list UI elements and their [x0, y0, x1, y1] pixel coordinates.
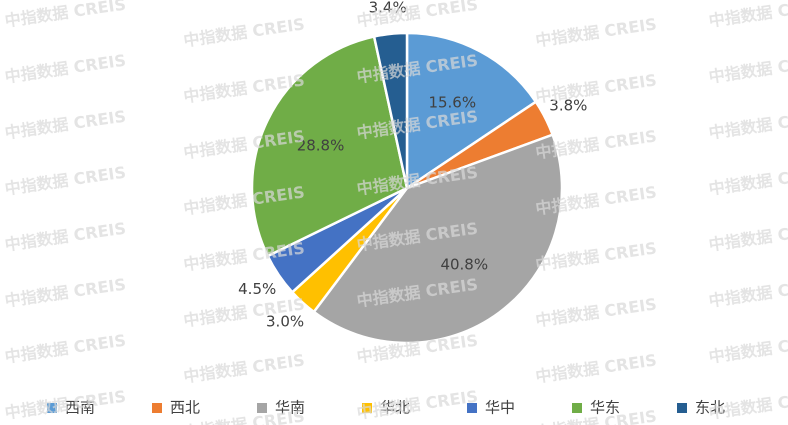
data-label: 3.0%: [266, 312, 304, 330]
pie-slice: [312, 133, 564, 345]
watermark: 中指数据 CREIS: [534, 350, 658, 386]
watermark: 中指数据 CREIS: [708, 275, 788, 311]
watermark: 中指数据 CREIS: [708, 163, 788, 199]
pie-slice: [405, 31, 538, 191]
watermark: 中指数据 CREIS: [708, 331, 788, 367]
watermark: 中指数据 CREIS: [708, 387, 788, 423]
legend-label: 东北: [695, 399, 725, 417]
legend-label: 华中: [485, 399, 515, 417]
data-label: 3.4%: [369, 0, 407, 17]
watermark: 中指数据 CREIS: [4, 163, 128, 199]
watermark: 中指数据 CREIS: [356, 387, 480, 423]
legend-swatch: [677, 403, 687, 413]
legend-label: 华北: [380, 399, 410, 417]
legend-swatch: [257, 403, 267, 413]
legend-swatch: [362, 403, 372, 413]
watermark: 中指数据 CREIS: [4, 387, 128, 423]
watermark: 中指数据 CREIS: [708, 219, 788, 255]
watermark: 中指数据 CREIS: [4, 275, 128, 311]
watermark: 中指数据 CREIS: [708, 0, 788, 30]
legend-swatch: [47, 403, 57, 413]
watermark: 中指数据 CREIS: [182, 406, 306, 425]
pie-slice: [250, 35, 409, 258]
watermark: 中指数据 CREIS: [4, 331, 128, 367]
watermark: 中指数据 CREIS: [708, 51, 788, 87]
legend-label: 西南: [65, 399, 95, 417]
pie-slice: [372, 31, 409, 189]
watermark: 中指数据 CREIS: [4, 0, 128, 30]
data-label: 4.5%: [238, 280, 276, 298]
legend-swatch: [152, 403, 162, 413]
legend-swatch: [467, 403, 477, 413]
watermark: 中指数据 CREIS: [4, 219, 128, 255]
watermark: 中指数据 CREIS: [708, 107, 788, 143]
data-label: 40.8%: [440, 256, 488, 274]
watermark: 中指数据 CREIS: [534, 126, 658, 162]
data-label: 3.8%: [549, 97, 587, 115]
data-label: 15.6%: [428, 94, 476, 112]
watermark: 中指数据 CREIS: [182, 350, 306, 386]
watermark: 中指数据 CREIS: [182, 14, 306, 50]
legend-label: 西北: [170, 399, 200, 417]
watermark: 中指数据 CREIS: [534, 70, 658, 106]
watermark: 中指数据 CREIS: [4, 51, 128, 87]
watermark: 中指数据 CREIS: [534, 294, 658, 330]
data-label: 28.8%: [297, 137, 345, 155]
watermark: 中指数据 CREIS: [4, 107, 128, 143]
legend-label: 华东: [590, 399, 620, 417]
watermark: 中指数据 CREIS: [534, 14, 658, 50]
legend-swatch: [572, 403, 582, 413]
legend-label: 华南: [275, 399, 305, 417]
